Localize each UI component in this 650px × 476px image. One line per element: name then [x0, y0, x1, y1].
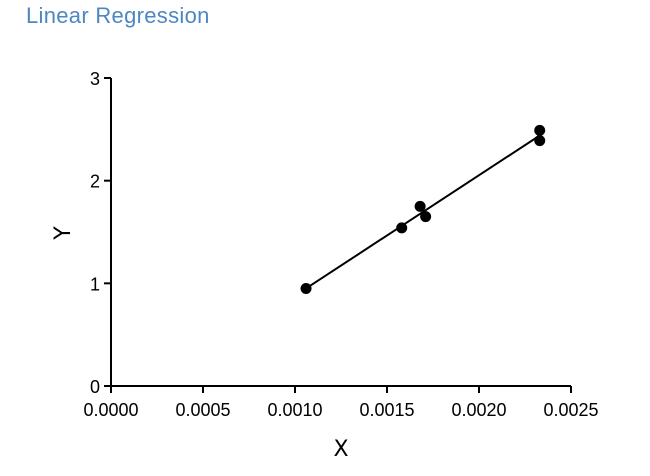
- x-tick-label: 0.0000: [83, 400, 138, 420]
- y-tick-label: 3: [90, 69, 100, 89]
- y-tick-label: 1: [90, 274, 100, 294]
- data-point: [420, 211, 432, 223]
- y-tick-label: 0: [90, 377, 100, 397]
- data-point: [534, 124, 546, 136]
- x-tick-label: 0.0025: [543, 400, 598, 420]
- x-tick-label: 0.0015: [359, 400, 414, 420]
- axes: 0.0000 0.0005 0.0010 0.0015 0.0020 0.0025 0 1 2 3: [83, 69, 598, 420]
- y-tick-label: 2: [90, 172, 100, 192]
- data-point: [396, 222, 408, 234]
- data-point: [300, 282, 312, 294]
- data-point: [534, 135, 546, 147]
- x-tick-label: 0.0010: [267, 400, 322, 420]
- x-tick-label: 0.0005: [175, 400, 230, 420]
- chart-title: Linear Regression: [26, 3, 210, 28]
- x-axis-title: X: [333, 437, 348, 462]
- data-point: [414, 200, 426, 212]
- x-tick-label: 0.0020: [451, 400, 506, 420]
- marks: [300, 124, 546, 294]
- y-axis-title: Y: [51, 226, 76, 241]
